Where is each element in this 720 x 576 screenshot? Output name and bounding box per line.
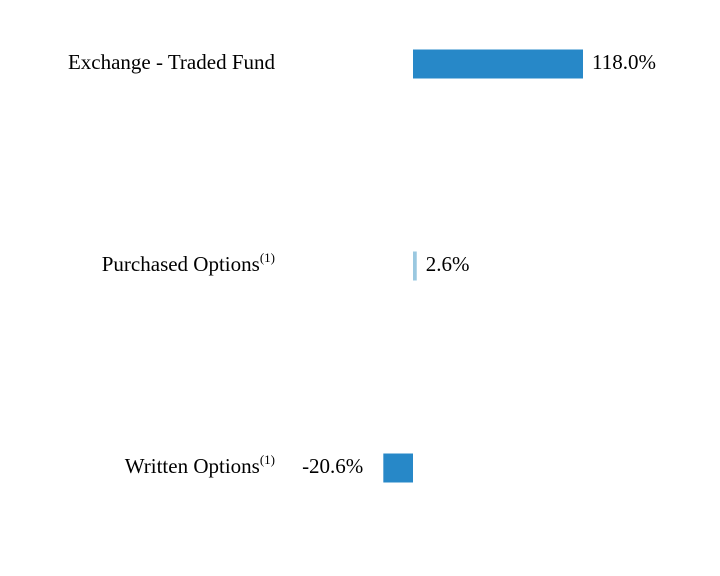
- bar: [413, 49, 583, 79]
- category-name: Purchased Options: [102, 252, 260, 276]
- category-label: Written Options(1): [125, 452, 275, 478]
- value-label: -20.6%: [302, 454, 363, 478]
- category-label: Exchange - Traded Fund: [68, 50, 276, 74]
- category-label: Purchased Options(1): [102, 250, 275, 276]
- category-name: Exchange - Traded Fund: [68, 50, 276, 74]
- bar: [383, 453, 413, 483]
- footnote-marker: (1): [260, 250, 275, 265]
- value-label: 118.0%: [592, 50, 656, 74]
- value-label: 2.6%: [426, 252, 470, 276]
- footnote-marker: (1): [260, 452, 275, 467]
- bar: [413, 251, 417, 281]
- category-name: Written Options: [125, 454, 260, 478]
